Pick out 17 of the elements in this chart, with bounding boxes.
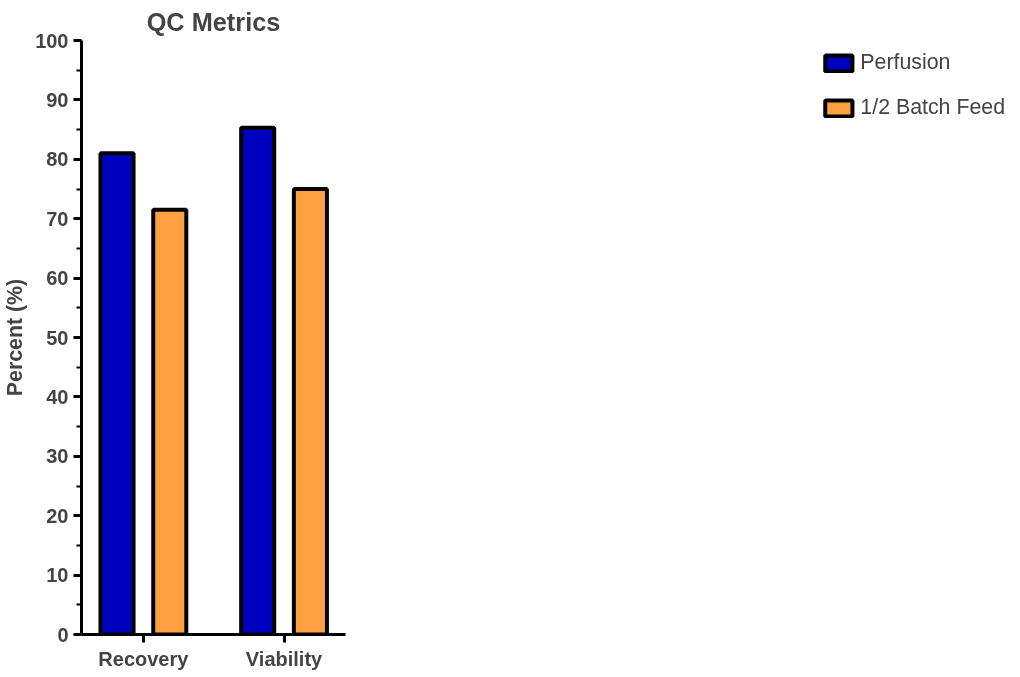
chart-title: QC Metrics (146, 7, 281, 36)
y-tick-label: 60 (46, 267, 69, 290)
x-tick-label: Recovery (98, 647, 190, 670)
y-tick-label: 0 (57, 623, 69, 646)
legend-label: 1/2 Batch Feed (860, 95, 1005, 120)
y-tick-label: 30 (46, 445, 69, 468)
legend-label: Perfusion (860, 50, 951, 75)
y-tick-label: 90 (46, 88, 69, 111)
x-tick-label: Viability (245, 647, 324, 670)
y-tick-label: 10 (46, 564, 69, 587)
y-axis-title: Percent (%) (3, 278, 28, 397)
y-tick-label: 100 (35, 29, 69, 52)
y-tick-label: 50 (46, 326, 69, 349)
y-tick-label: 20 (46, 504, 69, 527)
y-tick-label: 70 (46, 207, 69, 230)
y-tick-label: 40 (46, 385, 69, 408)
y-tick-label: 80 (46, 148, 69, 171)
